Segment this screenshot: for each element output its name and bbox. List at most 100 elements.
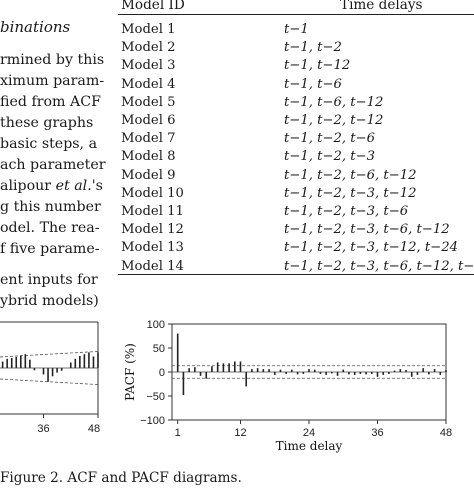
pacf-bar — [268, 369, 270, 372]
pacf-bar — [188, 368, 190, 372]
table-cell-model-id: Model 4 — [121, 76, 176, 92]
table-cell-time-delays: t−1, t−2, t−3 — [284, 149, 375, 165]
table-cell-time-delays: t−1, t−2, t−3, t−12, t−24 — [284, 240, 459, 256]
pacf-bar — [205, 372, 208, 379]
pacf-bar — [422, 368, 424, 372]
paragraph-line: ach parameter — [0, 157, 106, 173]
table-cell-time-delays: t−1, t−2 — [284, 40, 342, 56]
acf-bar — [15, 356, 18, 368]
table-cell-model-id: Model 12 — [121, 222, 184, 238]
pacf-chart: 100 50 0 −50 −100 1 12 24 36 48 Time delay PACF (%) — [123, 319, 452, 453]
acf-bar — [92, 356, 95, 368]
y-tick-label: 0 — [159, 367, 165, 379]
x-tick-label: 1 — [175, 427, 181, 439]
pacf-bar — [285, 372, 287, 374]
acf-bar — [29, 359, 31, 368]
confidence-bound — [0, 378, 99, 385]
acf-bar — [10, 357, 13, 368]
pacf-bar — [433, 369, 436, 372]
pacf-bar — [211, 366, 213, 372]
pacf-bar — [319, 372, 322, 374]
table-cell-time-delays: t−1, t−2, t−3, t−6, t−12 — [284, 222, 450, 238]
x-tick-label: 36 — [371, 427, 383, 439]
pacf-bar — [393, 370, 396, 372]
table-cell-model-id: Model 7 — [121, 131, 176, 147]
pacf-bar — [428, 372, 430, 375]
table-bottom-rule — [118, 274, 474, 275]
x-tick-label: 48 — [88, 423, 100, 435]
y-tick-label: 100 — [147, 319, 165, 331]
acf-bar — [56, 368, 58, 373]
table-cell-model-id: Model 13 — [121, 240, 184, 256]
acf-bar — [51, 368, 54, 377]
table-header-time-delays: Time delays — [340, 0, 423, 13]
pacf-bar — [399, 369, 402, 372]
table-header-rule — [118, 14, 474, 15]
acf-bar — [69, 362, 72, 368]
table-cell-model-id: Model 5 — [121, 94, 176, 110]
pacf-bar — [410, 372, 413, 377]
y-axis-label: PACF (%) — [123, 343, 137, 401]
pacf-bar — [382, 372, 385, 375]
table-cell-time-delays: t−1, t−2, t−12 — [284, 113, 384, 128]
pacf-bar — [348, 372, 350, 375]
table-cell-model-id: Model 6 — [121, 113, 176, 128]
paragraph-line: g this number — [0, 199, 101, 215]
pacf-bar — [405, 370, 407, 372]
x-axis-label: Time delay — [276, 439, 343, 453]
table-cell-model-id: Model 9 — [121, 167, 176, 183]
acf-bar — [97, 352, 99, 368]
table-cell-model-id: Model 8 — [121, 149, 176, 165]
paragraph-line: ybrid models) — [0, 293, 99, 309]
table-cell-time-delays: t−1, t−2, t−6, t−12 — [284, 167, 417, 183]
acf-bar — [79, 356, 81, 368]
x-tick-label: 24 — [303, 427, 315, 439]
acf-bar — [88, 352, 90, 368]
figure-caption: Figure 2. ACF and PACF diagrams. — [0, 470, 242, 486]
pacf-bar — [228, 363, 230, 372]
pacf-bar — [445, 370, 447, 372]
pacf-bar — [291, 369, 293, 372]
table-cell-time-delays: t−1, t−6 — [284, 76, 342, 92]
acf-bar — [83, 354, 86, 368]
pacf-bar — [176, 333, 179, 372]
pacf-bar — [342, 369, 345, 372]
x-tick-label: 12 — [234, 427, 246, 439]
paragraph-line: basic steps, a — [0, 136, 98, 152]
pacf-bar — [325, 372, 327, 375]
y-tick-label: −50 — [146, 391, 165, 403]
pacf-bar — [251, 369, 253, 372]
pacf-bar — [365, 372, 367, 375]
pacf-bar — [302, 372, 305, 374]
table-cell-model-id: Model 2 — [121, 40, 176, 56]
table-cell-time-delays: t−1, t−2, t−3, t−12 — [284, 185, 417, 201]
pacf-bar — [222, 363, 225, 372]
paragraph-line: fied from ACF — [0, 94, 101, 110]
confidence-bound — [0, 351, 99, 358]
acf-bar — [24, 354, 27, 368]
pacf-bar — [336, 372, 339, 376]
pacf-bar — [194, 367, 196, 372]
section-heading: binations — [0, 18, 71, 36]
pacf-bar — [273, 372, 276, 375]
acf-bar — [42, 368, 45, 375]
table-cell-time-delays: t−1, t−6, t−12 — [284, 94, 384, 110]
paragraph-line: odel. The rea- — [0, 220, 100, 236]
table-cell-time-delays: t−1 — [284, 22, 309, 37]
pacf-bar — [239, 361, 242, 372]
acf-bar — [60, 368, 63, 371]
pacf-bar — [279, 369, 282, 372]
y-tick-label: 50 — [153, 343, 165, 355]
acf-bar — [19, 355, 22, 368]
pacf-bar — [182, 372, 185, 396]
pacf-bar — [416, 372, 419, 375]
table-cell-model-id: Model 14 — [121, 258, 184, 274]
table-cell-model-id: Model 3 — [121, 58, 176, 74]
pacf-bar — [308, 369, 310, 372]
pacf-bar — [199, 372, 202, 376]
acf-bar — [47, 368, 49, 382]
y-tick-label: −100 — [140, 415, 165, 427]
pacf-bar — [296, 372, 299, 375]
pacf-bar — [313, 369, 316, 372]
table-cell-model-id: Model 10 — [121, 185, 184, 201]
